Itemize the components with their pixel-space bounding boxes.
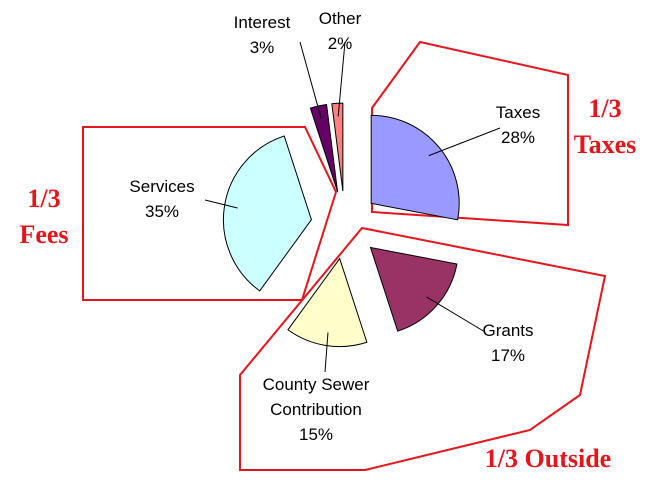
slice-label: County Sewer Contribution xyxy=(262,375,370,419)
slice-value-label: 2% xyxy=(327,34,353,53)
leader-line xyxy=(426,296,486,333)
slice-label: Services xyxy=(129,177,195,196)
leader-line xyxy=(299,41,322,119)
slice-label: Taxes xyxy=(495,103,541,122)
pie-slice xyxy=(222,135,312,292)
leader-line xyxy=(324,332,329,373)
group-annotation: Taxes xyxy=(573,130,637,159)
group-annotation: 1/3 Outside xyxy=(484,444,612,473)
leader-line xyxy=(428,127,501,157)
pie-slice xyxy=(287,257,368,348)
pie-slice xyxy=(331,102,344,192)
leader-line xyxy=(337,41,346,117)
slice-label: Other xyxy=(318,9,362,28)
group-annotation: 1/3 xyxy=(588,94,622,123)
slice-value-label: 3% xyxy=(249,38,275,57)
leader-line xyxy=(204,199,238,209)
slice-label: Grants xyxy=(482,321,534,340)
slice-value-label: 17% xyxy=(490,346,526,365)
pie-slice xyxy=(309,103,339,192)
group-annotation: 1/3 xyxy=(27,184,61,213)
slice-value-label: 15% xyxy=(298,425,334,444)
pie-slice xyxy=(370,114,460,221)
slice-value-label: 35% xyxy=(144,202,180,221)
group-annotation: Fees xyxy=(19,220,69,249)
outside-group-outline xyxy=(239,226,607,471)
slice-value-label: 28% xyxy=(500,128,536,147)
pie-slice xyxy=(369,246,458,332)
slice-label: Interest xyxy=(233,13,291,32)
fees-group-outline xyxy=(82,126,338,301)
